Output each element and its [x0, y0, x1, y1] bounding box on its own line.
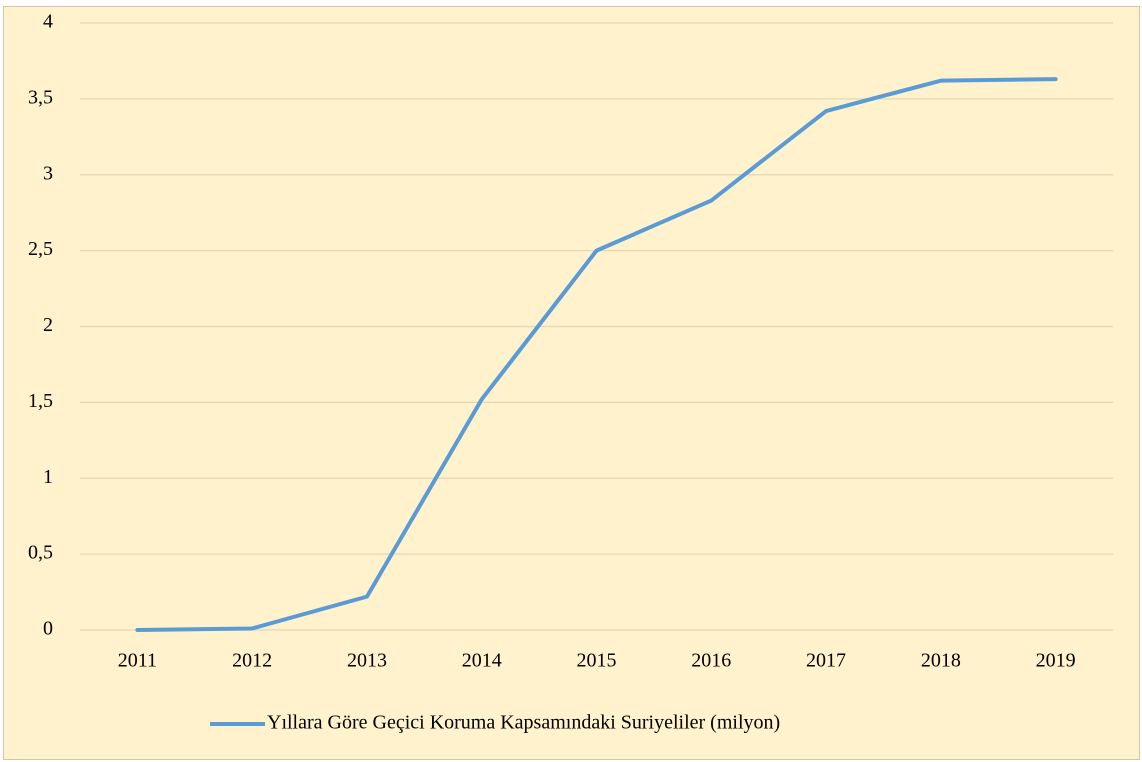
x-tick-label: 2011 [118, 650, 157, 672]
x-tick-label: 2018 [921, 650, 961, 672]
y-tick-label: 2,5 [28, 238, 53, 260]
y-tick-label: 3 [43, 162, 53, 184]
x-tick-label: 2015 [577, 650, 617, 672]
y-tick-label: 1 [43, 466, 53, 488]
x-tick-label: 2016 [691, 650, 731, 672]
y-tick-label: 4 [43, 11, 53, 33]
y-tick-label: 1,5 [28, 390, 53, 412]
legend-label: Yıllara Göre Geçici Koruma Kapsamındaki … [267, 712, 780, 734]
x-tick-label: 2013 [347, 650, 387, 672]
chart-background [3, 6, 1140, 760]
x-tick-label: 2017 [806, 650, 846, 672]
x-tick-label: 2019 [1036, 650, 1076, 672]
y-tick-label: 0,5 [28, 542, 53, 564]
y-tick-label: 0 [43, 618, 53, 640]
data-line [135, 77, 1058, 632]
y-tick-label: 2 [43, 314, 53, 336]
x-tick-label: 2012 [232, 650, 272, 672]
y-tick-label: 3,5 [28, 86, 53, 108]
x-tick-label: 2014 [462, 650, 502, 672]
